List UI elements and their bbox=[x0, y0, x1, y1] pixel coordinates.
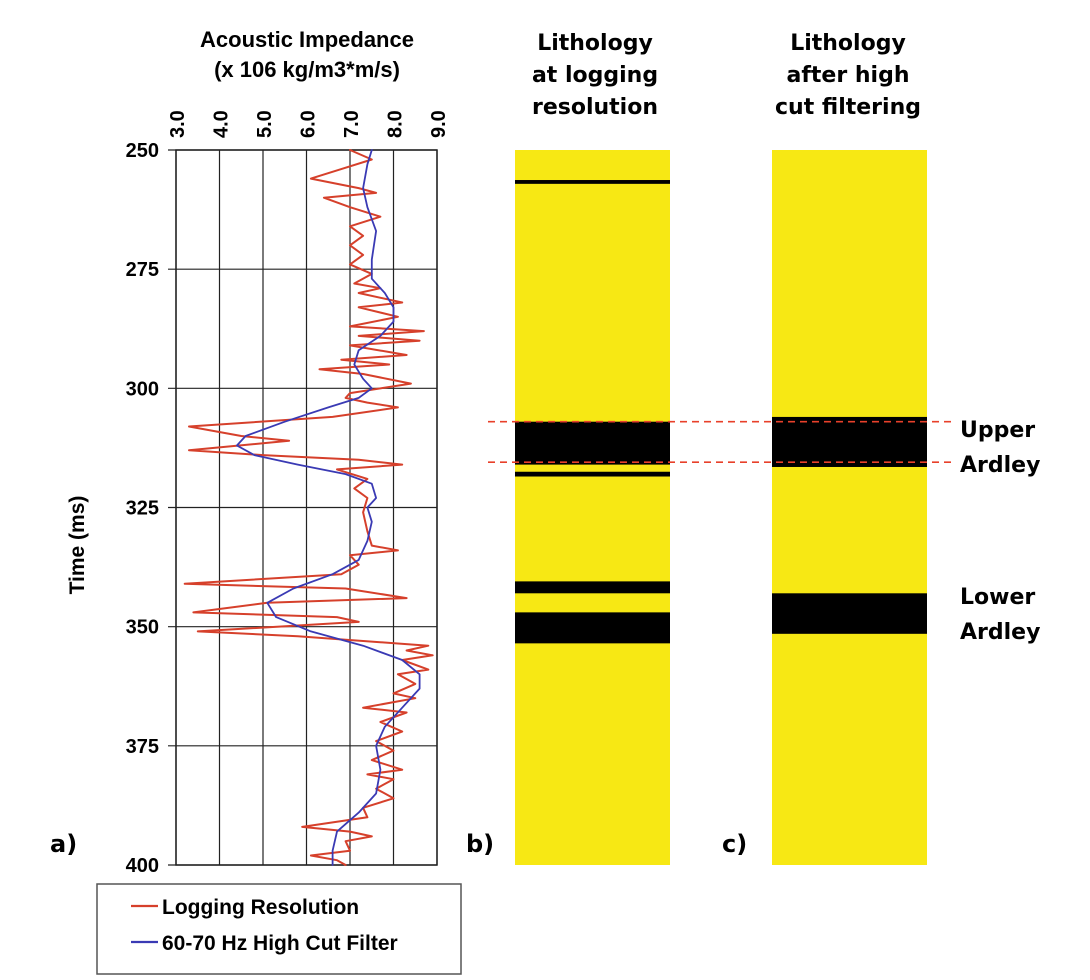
x-tick-label: 6.0 bbox=[298, 110, 320, 138]
impedance-plot: 3.0 4.0 5.0 6.0 7.0 8.0 9.0 250 275 300 325 350 375 4… bbox=[126, 110, 450, 877]
x-tick-label: 5.0 bbox=[254, 110, 276, 138]
chart-c-title: Lithology after high cut filtering bbox=[775, 31, 921, 120]
y-tick-label: 400 bbox=[126, 855, 159, 877]
column-b-layer bbox=[515, 180, 670, 184]
y-tick-label: 350 bbox=[126, 617, 159, 639]
chart-c-title-line1: Lithology bbox=[790, 31, 906, 56]
lithology-column-filtered bbox=[772, 150, 927, 865]
formation-label-lower: Lower bbox=[960, 585, 1035, 610]
chart-b-title-line2: at logging bbox=[532, 63, 658, 88]
y-tick-label: 300 bbox=[126, 378, 159, 400]
legend-label-logging: Logging Resolution bbox=[162, 896, 359, 919]
formation-label-upper: Upper bbox=[960, 418, 1035, 443]
column-b-layer bbox=[515, 421, 670, 465]
x-tick-label: 3.0 bbox=[167, 110, 189, 138]
column-b-layer bbox=[515, 471, 670, 477]
panel-label-b: b) bbox=[466, 830, 494, 858]
chart-c-title-line2: after high bbox=[787, 63, 910, 88]
legend: Logging Resolution 60-70 Hz High Cut Fil… bbox=[96, 883, 462, 975]
ardley-boundary-lines bbox=[488, 420, 955, 464]
y-tick-label: 375 bbox=[126, 736, 159, 758]
chart-b-title-line3: resolution bbox=[532, 95, 658, 120]
x-tick-label: 9.0 bbox=[428, 110, 450, 138]
chart-c-title-line3: cut filtering bbox=[775, 95, 921, 120]
column-b-layer bbox=[515, 612, 670, 644]
plot-border bbox=[175, 149, 438, 866]
legend-label-filter: 60-70 Hz High Cut Filter bbox=[162, 932, 398, 955]
chart-b-title: Lithology at logging resolution bbox=[532, 31, 658, 120]
column-c-layer bbox=[772, 416, 927, 467]
x-tick-label: 7.0 bbox=[341, 110, 363, 138]
panel-label-c: c) bbox=[722, 830, 747, 858]
chart-b-title-line1: Lithology bbox=[537, 31, 653, 56]
column-c-layer bbox=[772, 593, 927, 634]
series-high-cut-filter bbox=[235, 149, 421, 866]
column-b-layer bbox=[515, 581, 670, 594]
formation-label-upper-ardley: Ardley bbox=[960, 453, 1040, 478]
panel-label-a: a) bbox=[50, 830, 77, 858]
x-tick-label: 8.0 bbox=[385, 110, 407, 138]
y-tick-label: 275 bbox=[126, 259, 159, 281]
y-tick-label: 250 bbox=[126, 140, 159, 162]
column-b-background bbox=[515, 150, 670, 865]
chart-a-title: Acoustic Impedance bbox=[200, 27, 414, 52]
y-tick-label: 325 bbox=[126, 498, 159, 520]
column-c-background bbox=[772, 150, 927, 865]
formation-label-lower-ardley: Ardley bbox=[960, 620, 1040, 645]
series-logging-resolution bbox=[183, 149, 434, 866]
x-tick-label: 4.0 bbox=[211, 110, 233, 138]
chart-a-subtitle: (x 106 kg/m3*m/s) bbox=[214, 57, 400, 82]
lithology-column-logging bbox=[515, 150, 670, 865]
y-axis-label: Time (ms) bbox=[66, 496, 89, 595]
